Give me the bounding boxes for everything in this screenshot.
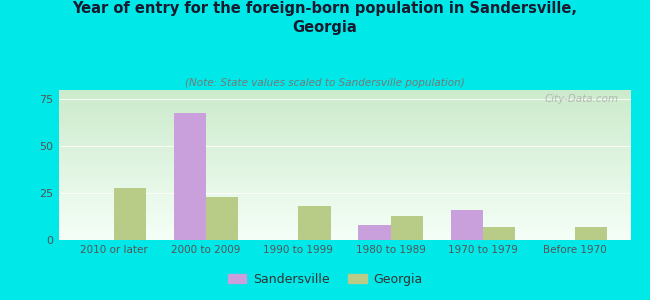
Bar (575, 227, 608, 240)
Bar (298, 206, 331, 240)
Bar (483, 227, 515, 240)
Bar (174, 112, 206, 240)
Text: City-Data.com: City-Data.com (545, 94, 619, 104)
Text: Year of entry for the foreign-born population in Sandersville,
Georgia: Year of entry for the foreign-born popul… (73, 2, 577, 35)
Bar (358, 225, 391, 240)
Text: (Note: State values scaled to Sandersville population): (Note: State values scaled to Sandersvil… (185, 78, 465, 88)
Bar (206, 197, 239, 240)
Legend: Sandersville, Georgia: Sandersville, Georgia (223, 268, 427, 291)
Bar (450, 210, 483, 240)
Bar (391, 216, 423, 240)
Bar (114, 188, 146, 240)
